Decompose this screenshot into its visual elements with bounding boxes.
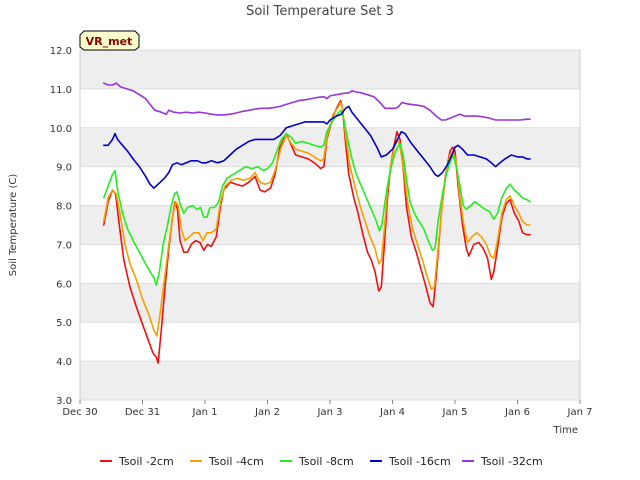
y-tick-label: 3.0: [56, 396, 72, 407]
x-axis-title: Time: [553, 425, 578, 436]
gridlines: [80, 49, 580, 401]
y-tick-label: 5.0: [56, 318, 72, 329]
site-label-box: VR_met: [79, 30, 140, 51]
x-tick-label: Jan 5: [442, 407, 468, 418]
band-6: [80, 244, 580, 284]
y-axis-ticks: 3.0 4.0 5.0 6.0 7.0 8.0 9.0 10.0 11.0 12.0: [50, 46, 72, 407]
y-tick-label: 7.0: [56, 240, 72, 251]
series-line-tsoil-4cm: [103, 101, 531, 337]
legend-label: Tsoil -8cm: [298, 455, 354, 468]
legend-label: Tsoil -2cm: [118, 455, 174, 468]
x-tick-label: Jan 6: [504, 407, 530, 418]
site-label-badge: [79, 30, 140, 51]
band-7: [80, 205, 580, 245]
legend: Tsoil -2cm Tsoil -4cm Tsoil -8cm Tsoil -16c…: [100, 455, 543, 468]
band-11: [80, 50, 580, 89]
legend-label: Tsoil -16cm: [388, 455, 451, 468]
y-axis-title: Soil Temperature (C): [8, 174, 19, 277]
x-tick-label: Jan 3: [317, 407, 343, 418]
y-tick-label: 4.0: [56, 357, 72, 368]
band-3: [80, 361, 580, 400]
x-tick-label: Jan 1: [192, 407, 218, 418]
y-tick-label: 11.0: [50, 85, 72, 96]
series-line-tsoil-16cm: [103, 105, 531, 189]
x-tick-label: Dec 31: [125, 407, 160, 418]
band-5: [80, 283, 580, 323]
x-axis-ticks: Dec 30 Dec 31 Jan 1 Jan 2 Jan 3 Jan 4 Jan 5 Jan…: [62, 400, 592, 418]
x-tick-label: Jan 2: [254, 407, 280, 418]
band-10: [80, 88, 580, 128]
legend-label: Tsoil -32cm: [480, 455, 543, 468]
y-tick-label: 12.0: [50, 46, 72, 57]
y-tick-label: 10.0: [50, 124, 72, 135]
legend-item: Tsoil -4cm: [190, 455, 264, 468]
site-label: VR_met: [86, 35, 133, 48]
y-tick-label: 6.0: [56, 279, 72, 290]
legend-item: Tsoil -2cm: [100, 455, 174, 468]
band-8: [80, 166, 580, 206]
series-lines: [103, 82, 531, 364]
legend-label: Tsoil -4cm: [208, 455, 264, 468]
x-tick-label: Dec 30: [62, 407, 97, 418]
series-line-tsoil-8cm: [103, 109, 531, 287]
y-tick-label: 9.0: [56, 163, 72, 174]
x-tick-label: Jan 7: [567, 407, 593, 418]
series-line-tsoil-32cm: [103, 82, 531, 121]
y-tick-label: 8.0: [56, 202, 72, 213]
legend-item: Tsoil -8cm: [280, 455, 354, 468]
legend-item: Tsoil -16cm: [370, 455, 451, 468]
x-tick-label: Jan 4: [379, 407, 405, 418]
band-4: [80, 322, 580, 362]
chart-title: Soil Temperature Set 3: [246, 4, 394, 19]
band-9: [80, 127, 580, 167]
plot-background-bands: [80, 50, 580, 400]
legend-item: Tsoil -32cm: [462, 455, 543, 468]
